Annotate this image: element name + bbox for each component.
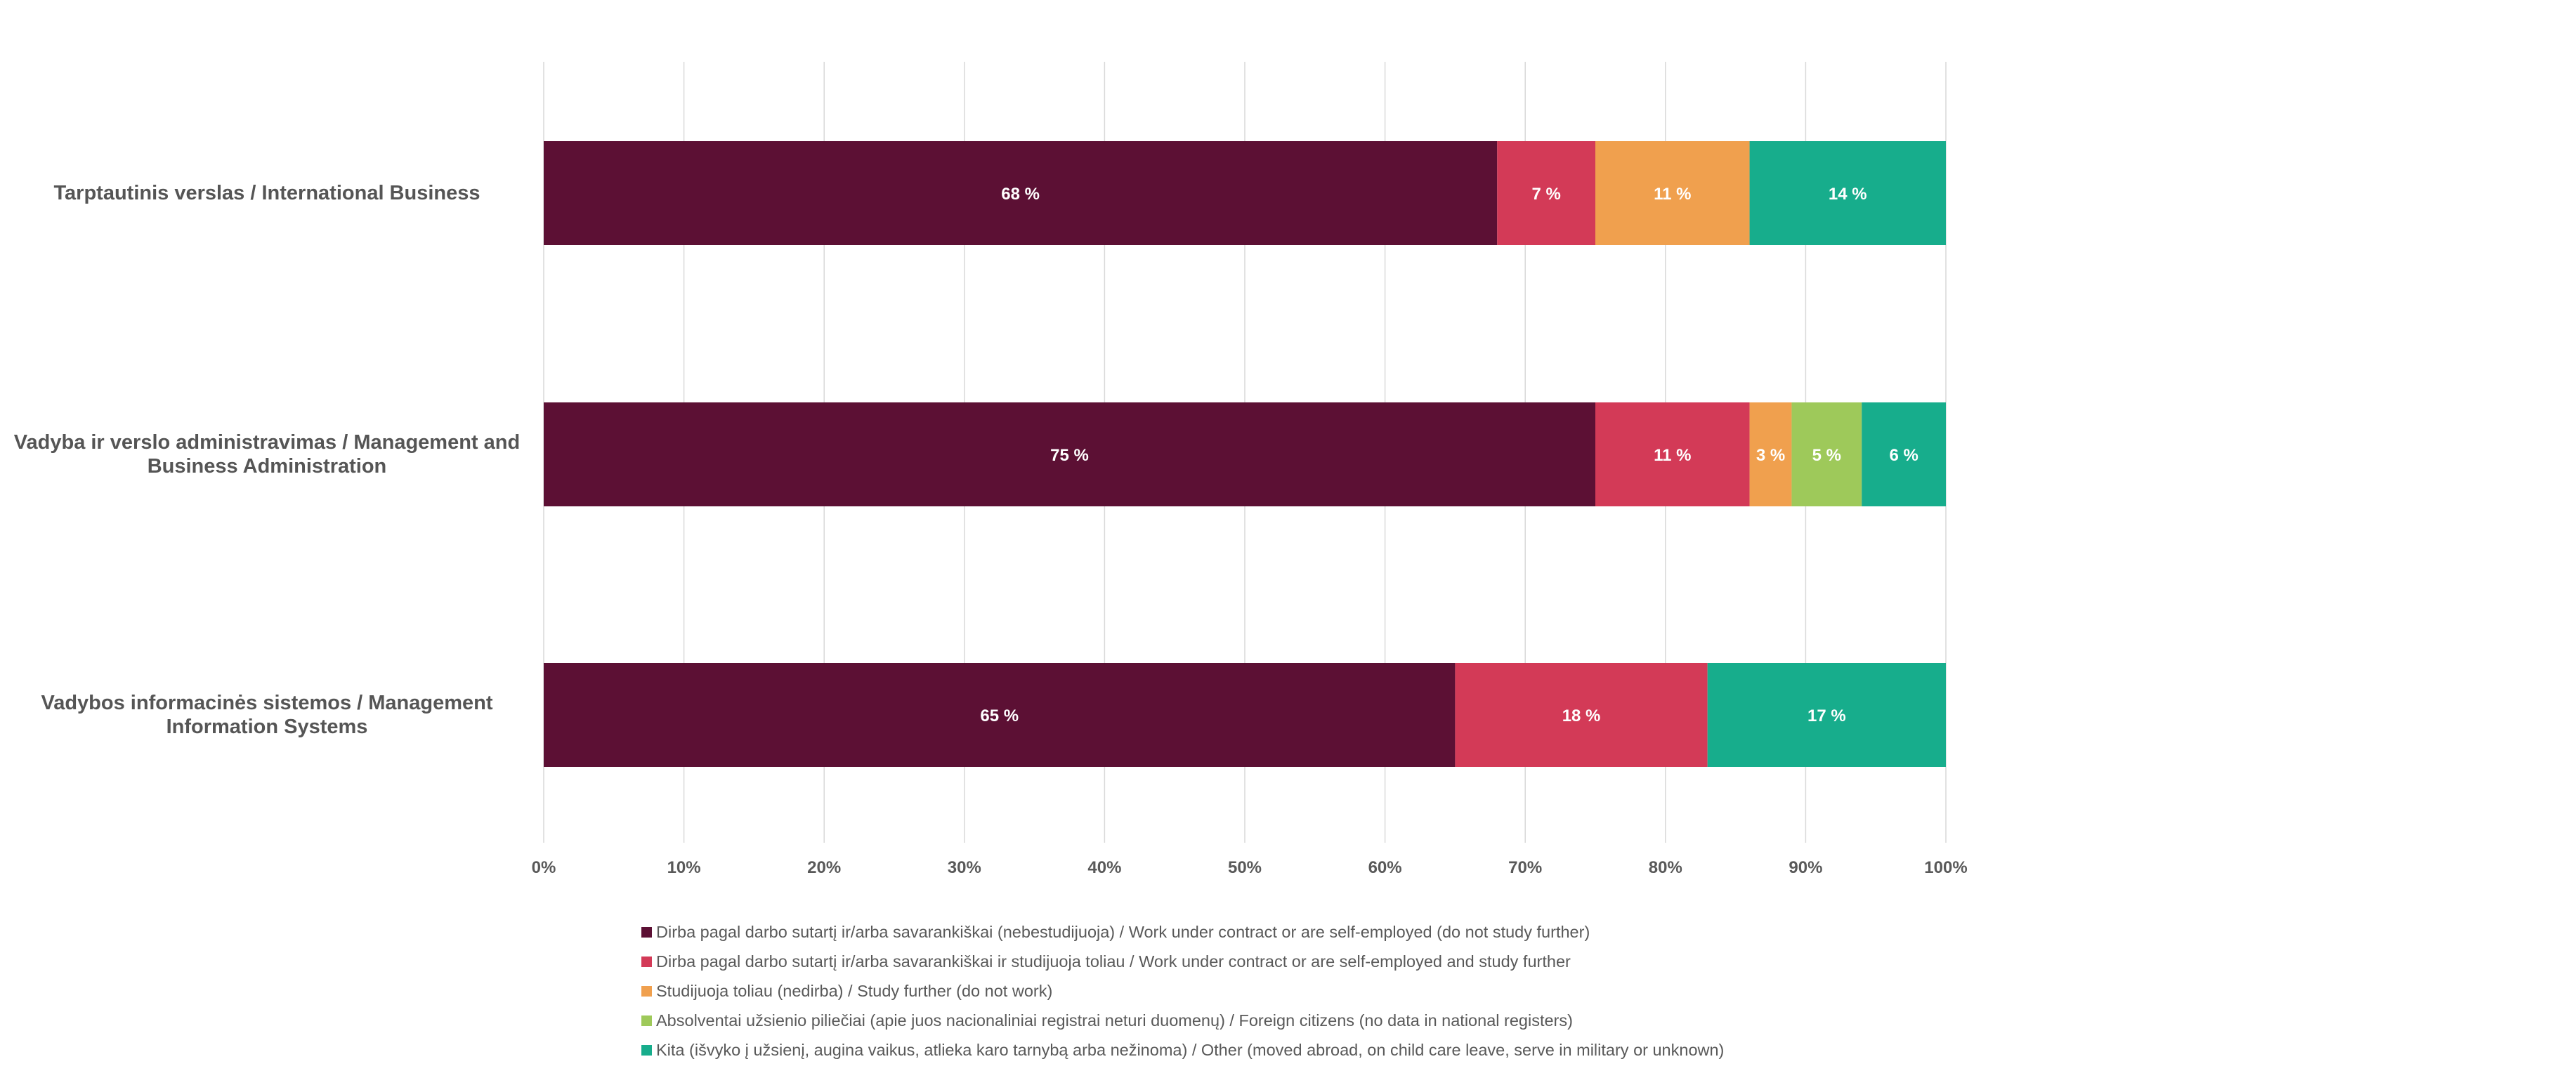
legend-item: Studijuoja toliau (nedirba) / Study furt… xyxy=(641,976,2046,1006)
legend-item: Dirba pagal darbo sutartį ir/arba savara… xyxy=(641,917,2046,947)
bar-segment xyxy=(1707,663,1946,767)
x-tick-label: 100% xyxy=(1924,858,1967,877)
bar-data-label: 75 % xyxy=(1050,446,1089,465)
bar-data-label: 11 % xyxy=(1654,185,1691,204)
bar-segment xyxy=(1749,402,1792,506)
bar-segment xyxy=(1595,141,1750,245)
bar-segment xyxy=(1497,141,1595,245)
legend-item: Kita (išvyko į užsienį, augina vaikus, a… xyxy=(641,1035,2046,1065)
legend-label: Dirba pagal darbo sutartį ir/arba savara… xyxy=(656,952,1571,971)
bar-data-label: 65 % xyxy=(980,706,1019,725)
bar-segments xyxy=(544,141,1946,767)
category-label: Tarptautinis verslas / International Bus… xyxy=(53,182,480,204)
legend-item: Dirba pagal darbo sutartį ir/arba savara… xyxy=(641,947,2046,976)
bar-data-label: 6 % xyxy=(1889,446,1918,465)
legend: Dirba pagal darbo sutartį ir/arba savara… xyxy=(641,917,2046,1065)
bar-data-label: 5 % xyxy=(1812,446,1841,465)
legend-swatch xyxy=(641,1015,652,1026)
x-tick-label: 90% xyxy=(1789,858,1822,877)
bar-data-label: 14 % xyxy=(1829,185,1867,204)
x-tick-label: 70% xyxy=(1508,858,1542,877)
x-axis-tick-labels: 0% 10% 20% 30% 40% 50% 60% 70% 80% 90% 100% xyxy=(532,858,1968,877)
legend-swatch xyxy=(641,956,652,967)
x-tick-label: 50% xyxy=(1228,858,1262,877)
bar-data-label: 18 % xyxy=(1562,706,1601,725)
bar-data-labels: 68 % 7 % 11 % 14 % 75 % 11 % 3 % 5 % 6 % 65 % 18 %… xyxy=(980,185,1918,725)
legend-item: Absolventai užsienio piliečiai (apie juo… xyxy=(641,1006,2046,1035)
x-tick-label: 20% xyxy=(807,858,841,877)
bar-segment xyxy=(1749,141,1946,245)
legend-label: Absolventai užsienio piliečiai (apie juo… xyxy=(656,1011,1573,1030)
x-tick-label: 60% xyxy=(1368,858,1402,877)
legend-swatch xyxy=(641,985,652,997)
bar-data-label: 17 % xyxy=(1807,706,1846,725)
bar-data-label: 68 % xyxy=(1001,185,1040,204)
bar-segment xyxy=(544,141,1498,245)
bar-segment xyxy=(544,402,1595,506)
bar-segment xyxy=(544,663,1456,767)
bar-data-label: 7 % xyxy=(1531,185,1560,204)
x-tick-label: 80% xyxy=(1649,858,1682,877)
bar-segment xyxy=(1595,402,1750,506)
bar-data-label: 11 % xyxy=(1654,446,1691,465)
bar-data-label: 3 % xyxy=(1756,446,1785,465)
category-label: Vadybos informacinės sistemos / Manageme… xyxy=(41,692,493,738)
x-tick-label: 30% xyxy=(948,858,981,877)
x-tick-label: 40% xyxy=(1087,858,1121,877)
legend-swatch xyxy=(641,926,652,938)
bar-segment xyxy=(1455,663,1708,767)
category-label: Vadyba ir verslo administravimas / Manag… xyxy=(13,431,521,478)
legend-label: Studijuoja toliau (nedirba) / Study furt… xyxy=(656,981,1053,1000)
bar-segment xyxy=(1791,402,1862,506)
legend-swatch xyxy=(641,1044,652,1056)
legend-label: Dirba pagal darbo sutartį ir/arba savara… xyxy=(656,922,1590,941)
bar-segment xyxy=(1862,402,1946,506)
legend-label: Kita (išvyko į užsienį, augina vaikus, a… xyxy=(656,1040,1725,1059)
x-tick-label: 10% xyxy=(667,858,701,877)
x-tick-label: 0% xyxy=(532,858,556,877)
